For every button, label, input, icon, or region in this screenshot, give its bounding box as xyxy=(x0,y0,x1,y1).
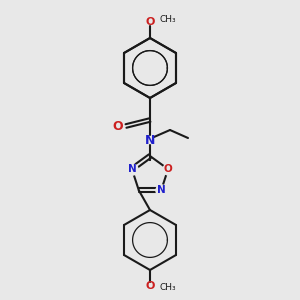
Text: CH₃: CH₃ xyxy=(159,16,175,25)
Text: O: O xyxy=(113,121,123,134)
Text: CH₃: CH₃ xyxy=(159,284,175,292)
Text: N: N xyxy=(145,134,155,146)
Text: O: O xyxy=(145,17,155,27)
Text: N: N xyxy=(157,185,166,195)
Text: O: O xyxy=(164,164,172,174)
Text: O: O xyxy=(145,281,155,291)
Text: N: N xyxy=(128,164,136,174)
